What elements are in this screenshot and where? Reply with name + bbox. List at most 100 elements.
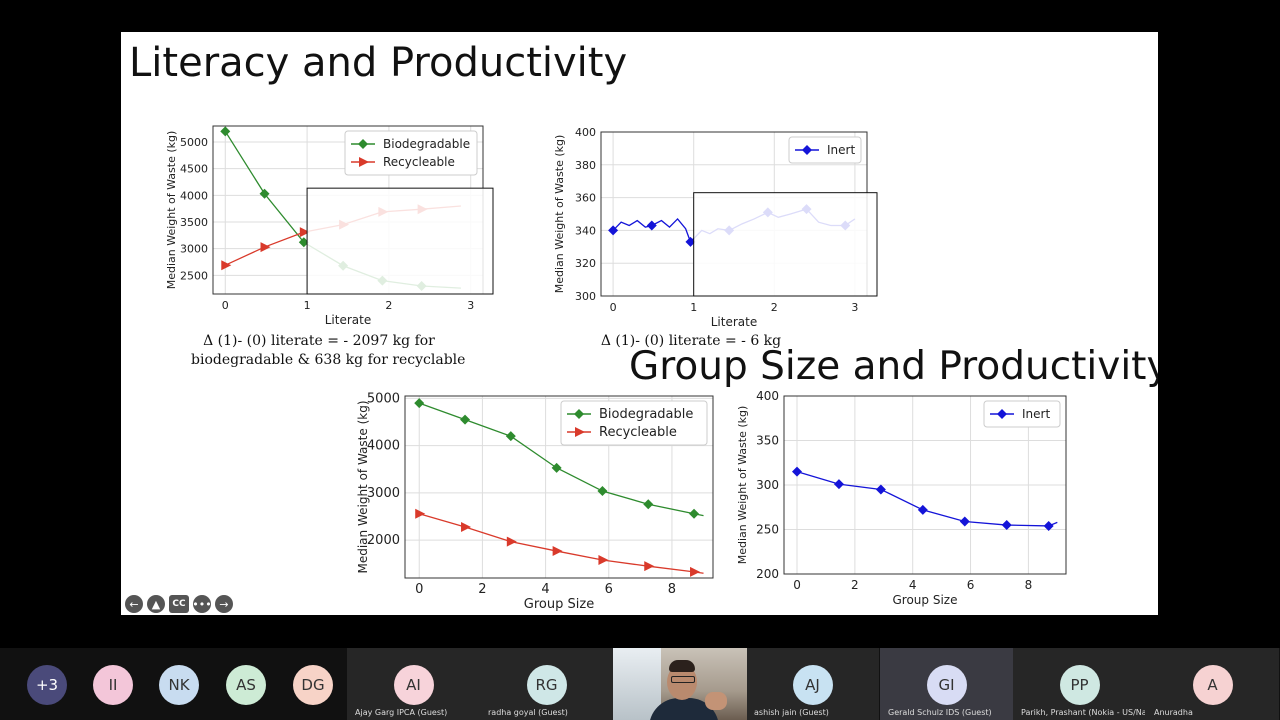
avatar: AJ	[792, 665, 833, 705]
participant-name: Gerald Schulz IDS (Guest)	[888, 708, 992, 717]
chart-literacy-inert: 0 1 2 3 300 320 340 360 380 400 Literate Median Wei…	[553, 126, 878, 329]
y-tick-label: 4000	[367, 439, 400, 454]
data-point	[552, 546, 563, 557]
participant-tile[interactable]: DG	[280, 648, 346, 720]
participant-tile[interactable]: AI Ajay Garg IPCA (Guest)	[347, 648, 480, 720]
pointer-icon[interactable]: ▲	[147, 595, 165, 613]
x-tick-label: 0	[793, 578, 801, 592]
y-tick-label: 4000	[180, 189, 208, 202]
y-tick-label: 300	[756, 478, 779, 492]
x-tick-label: 0	[222, 299, 229, 312]
avatar: II	[93, 665, 133, 705]
participant-tile[interactable]: AJ ashish jain (Guest)	[746, 648, 879, 720]
y-axis-label: Median Weight of Waste (kg)	[553, 135, 566, 294]
captions-icon[interactable]: CC	[169, 595, 189, 613]
participant-tile[interactable]: A Anuradha	[1146, 648, 1279, 720]
y-tick-label: 3000	[367, 486, 400, 501]
slide-controls: ← ▲ CC ••• →	[125, 595, 233, 613]
participant-name: Parikh, Prashant (Nokia - US/Naper...	[1021, 708, 1145, 717]
y-tick-label: 5000	[180, 136, 208, 149]
caption-literacy-bio: Δ (1)- (0) literate = - 2097 kg for biod…	[191, 332, 466, 370]
caption-line: Δ (1)- (0) literate = - 6 kg	[600, 333, 782, 349]
x-axis-label: Literate	[711, 315, 757, 329]
data-point	[461, 521, 472, 532]
participant-tile[interactable]: NK	[146, 648, 212, 720]
legend-marker	[358, 139, 368, 149]
caption-literacy-inert: Δ (1)- (0) literate = - 6 kg	[591, 332, 791, 351]
data-point	[260, 242, 271, 253]
y-tick-label: 400	[756, 389, 779, 403]
caption-line: Δ (1)- (0) literate = - 2097 kg for	[203, 333, 435, 349]
x-tick-label: 2	[385, 299, 392, 312]
legend-marker	[359, 157, 369, 167]
data-point	[646, 220, 657, 231]
y-tick-label: 380	[575, 159, 596, 172]
x-tick-label: 2	[851, 578, 859, 592]
data-point	[598, 555, 609, 566]
participant-tile[interactable]: GI Gerald Schulz IDS (Guest)	[880, 648, 1013, 720]
participant-name: Ajay Garg IPCA (Guest)	[355, 708, 448, 717]
participant-tile[interactable]: AS	[213, 648, 279, 720]
x-axis-label: Group Size	[524, 597, 594, 612]
data-point	[414, 398, 425, 409]
legend	[560, 400, 708, 446]
data-point	[551, 462, 562, 473]
participant-tile[interactable]: +3	[14, 648, 80, 720]
x-tick-label: 0	[415, 582, 423, 597]
data-point	[415, 508, 426, 519]
x-tick-label: 2	[478, 582, 486, 597]
chart-literacy-bio-recycle: 0 1 2 3 2500 3000 3500 4000 4500 5000 Literate Medi…	[165, 125, 494, 327]
participant-name: radha goyal (Guest)	[488, 708, 568, 717]
series-line	[419, 513, 704, 574]
participant-video[interactable]	[613, 648, 747, 720]
legend-marker	[997, 409, 1007, 419]
legend-label: Recycleable	[599, 425, 677, 440]
legend-label: Inert	[827, 143, 855, 157]
legend	[983, 400, 1061, 428]
legend-marker	[575, 427, 585, 437]
avatar: GI	[926, 665, 967, 705]
avatar: NK	[159, 665, 199, 705]
participant-tile[interactable]: RG radha goyal (Guest)	[480, 648, 613, 720]
avatar: A	[1192, 665, 1233, 705]
data-point	[259, 188, 270, 199]
series-line	[796, 471, 1058, 527]
y-tick-label: 320	[575, 257, 596, 270]
legend	[344, 130, 478, 176]
more-icon[interactable]: •••	[192, 595, 212, 613]
prev-slide-icon[interactable]: ←	[125, 595, 143, 613]
avatar: DG	[293, 665, 333, 705]
y-tick-label: 340	[575, 224, 596, 237]
data-point	[917, 504, 928, 515]
y-tick-label: 350	[756, 434, 779, 448]
data-point	[221, 260, 232, 271]
x-tick-label: 1	[304, 299, 311, 312]
x-tick-label: 3	[851, 301, 858, 314]
data-point	[608, 225, 619, 236]
avatar: AI	[393, 665, 434, 705]
y-tick-label: 3500	[180, 216, 208, 229]
x-tick-label: 4	[909, 578, 917, 592]
data-point	[833, 479, 844, 490]
legend-label: Recycleable	[383, 155, 455, 169]
legend-marker	[574, 409, 584, 419]
overlay-box	[306, 187, 494, 295]
y-axis-label: Median Weight of Waste (kg)	[356, 401, 370, 574]
speaker-glasses	[671, 676, 695, 683]
avatar: AS	[226, 665, 266, 705]
caption-line: biodegradable & 638 kg for recyclable	[191, 352, 466, 368]
window-background	[613, 648, 661, 720]
participant-tile[interactable]: II	[80, 648, 146, 720]
x-tick-label: 2	[771, 301, 778, 314]
y-tick-label: 4500	[180, 163, 208, 176]
x-tick-label: 0	[610, 301, 617, 314]
data-point	[299, 227, 310, 238]
data-point	[685, 236, 696, 247]
next-slide-icon[interactable]: →	[215, 595, 233, 613]
data-point	[505, 431, 516, 442]
participant-tile[interactable]: PP Parikh, Prashant (Nokia - US/Naper...	[1013, 648, 1146, 720]
speaker-hand	[705, 692, 727, 710]
speaker-body	[649, 698, 719, 720]
legend-marker	[802, 145, 812, 155]
x-axis-label: Group Size	[893, 593, 958, 607]
